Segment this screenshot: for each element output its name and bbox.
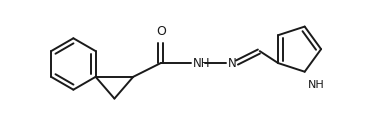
Text: NH: NH	[308, 80, 324, 90]
Text: NH: NH	[193, 58, 210, 70]
Text: N: N	[228, 58, 237, 70]
Text: O: O	[156, 25, 166, 38]
